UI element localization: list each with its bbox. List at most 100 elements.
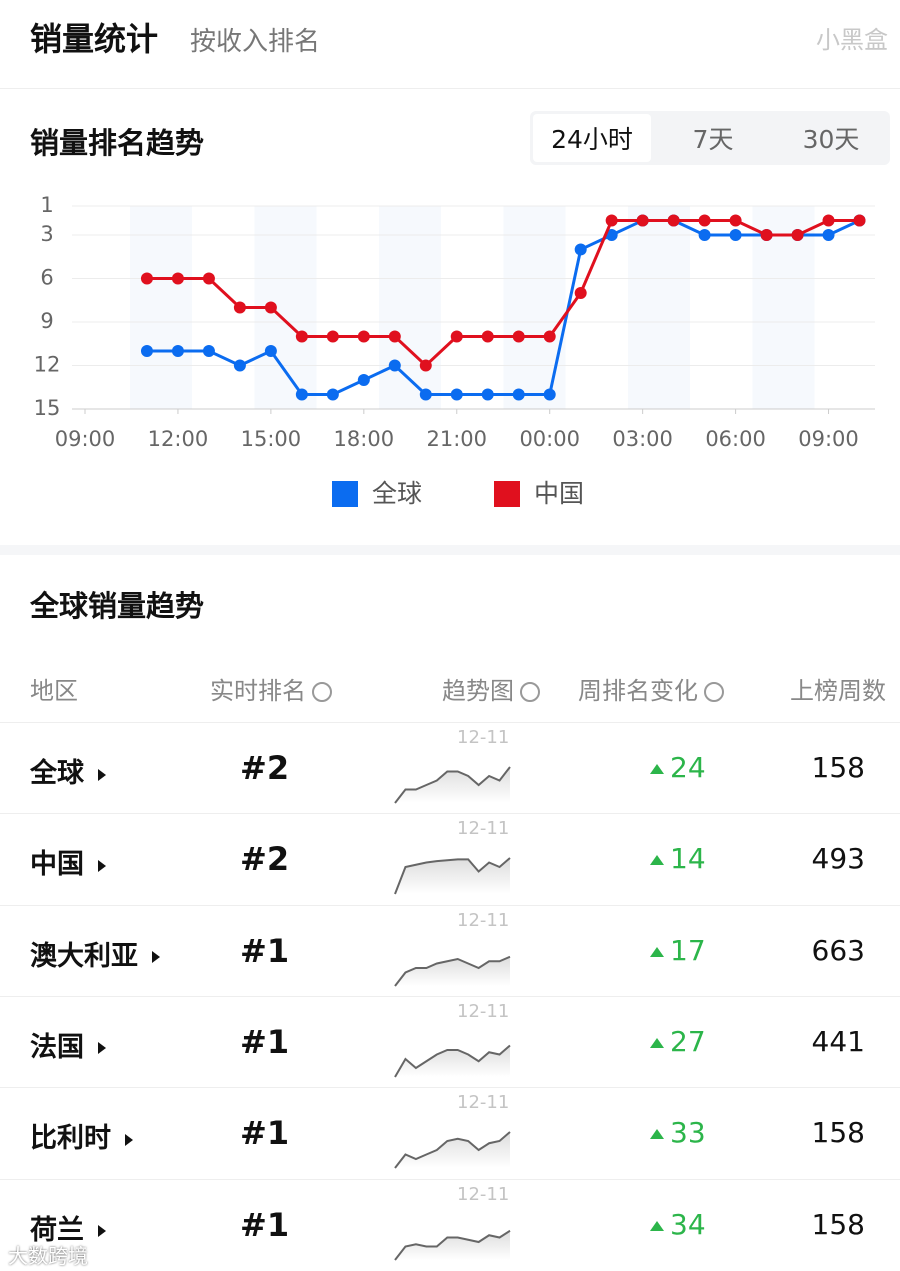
point [574,243,587,256]
point [636,214,649,227]
table-row[interactable]: 中国 #2 12-11 14 493 [0,813,900,905]
point [760,229,773,241]
sparkline-area [395,956,510,986]
legend-label: 全球 [372,479,422,508]
trend-date: 12-11 [457,1183,510,1205]
table-row[interactable]: 法国 #1 12-11 27 441 [0,995,900,1088]
rank: #1 [240,1022,290,1061]
sparkline-line [394,955,511,987]
x-tick-label: 09:00 [55,427,116,451]
point [512,330,525,343]
point [605,229,618,241]
column-header: 地区 [30,671,78,706]
point [233,359,246,372]
region-name: 全球 [30,751,106,790]
point [698,214,711,227]
sparkline-area [395,1132,510,1169]
tab[interactable]: 7天 [692,125,734,154]
point [295,330,308,343]
point [388,359,401,372]
chart: 1 3 6 9 12 15 09:00 12:00 15:00 18:00 21:00 00:00 03… [34,193,875,508]
sparkline-line [394,857,511,895]
legend-label: 中国 [534,479,584,508]
x-tick-label: 03:00 [612,427,673,451]
sparkline [394,857,511,895]
sparkline [394,1229,511,1261]
point [698,229,711,241]
x-tick-label: 00:00 [519,427,580,451]
column-header: 实时排名 [210,671,332,706]
tab-bar: 24小时 7天 30天 [530,111,890,165]
page-title: 销量统计 [30,20,159,58]
table-row[interactable]: 比利时 #1 12-11 33 158 [0,1087,900,1179]
table-row[interactable]: 澳大利亚 #1 12-11 17 663 [0,904,900,997]
y-tick-label: 12 [34,353,61,377]
rank: #1 [240,1205,290,1244]
point [667,214,680,227]
help-icon[interactable] [312,682,332,702]
rank-change: 34 [650,1208,706,1241]
separator [0,545,900,555]
weeks: 158 [811,1207,865,1241]
rank: #2 [240,749,290,787]
sparkline [394,766,511,804]
weeks: 158 [811,751,865,784]
sparkline-line [394,1131,511,1169]
point [357,374,370,386]
x-tick-label: 21:00 [426,427,487,451]
trend-date: 12-11 [457,727,510,748]
rank-change: 17 [650,934,706,967]
y-tick-label: 1 [40,193,53,217]
point [605,214,618,227]
point [264,301,277,314]
tab[interactable]: 24小时 [533,114,651,162]
point [729,229,742,241]
trend-date: 12-11 [457,818,510,840]
y-tick-label: 9 [40,309,53,333]
band [752,206,815,409]
tab[interactable]: 30天 [802,125,860,154]
weeks: 663 [811,933,865,967]
point [543,330,556,343]
point [822,214,835,227]
rank-change: 33 [650,1116,706,1149]
region-name: 法国 [30,1025,106,1064]
region-name: 荷兰 [30,1208,106,1247]
point [264,345,277,357]
divider [0,88,900,89]
point [450,330,463,343]
trend-date: 12-11 [457,1000,510,1022]
y-tick-label: 6 [40,266,53,290]
column-header: 周排名变化 [578,671,724,706]
point [543,388,556,401]
watermark: 大数跨境 [8,1244,88,1268]
point [419,388,432,401]
sparkline-line [394,1229,511,1261]
point [791,229,804,241]
sparkline-line [394,1044,511,1078]
help-icon[interactable] [520,682,540,702]
column-label: 地区 [30,677,78,705]
brand: 小黑盒 [816,26,888,54]
rank-change: 27 [650,1025,706,1058]
help-icon[interactable] [704,682,724,702]
sparkline-area [395,1045,510,1077]
point [202,272,215,285]
region-name: 澳大利亚 [30,934,160,973]
point [233,301,246,314]
y-tick-label: 15 [34,396,61,420]
x-tick-label: 18:00 [334,427,395,451]
column-header: 趋势图 [442,671,540,706]
region-name: 中国 [30,842,106,881]
point [171,345,184,357]
point [481,330,494,343]
weeks: 158 [811,1116,865,1150]
table-row[interactable]: 荷兰 #1 12-11 34 158 [0,1178,900,1271]
table-row[interactable]: 全球 #2 12-11 24 158 [0,722,900,814]
column-label: 上榜周数 [790,677,886,705]
sparkline [394,1044,511,1078]
weeks: 441 [811,1024,865,1058]
sparkline-line [394,766,511,804]
sparkline-area [395,1230,510,1260]
